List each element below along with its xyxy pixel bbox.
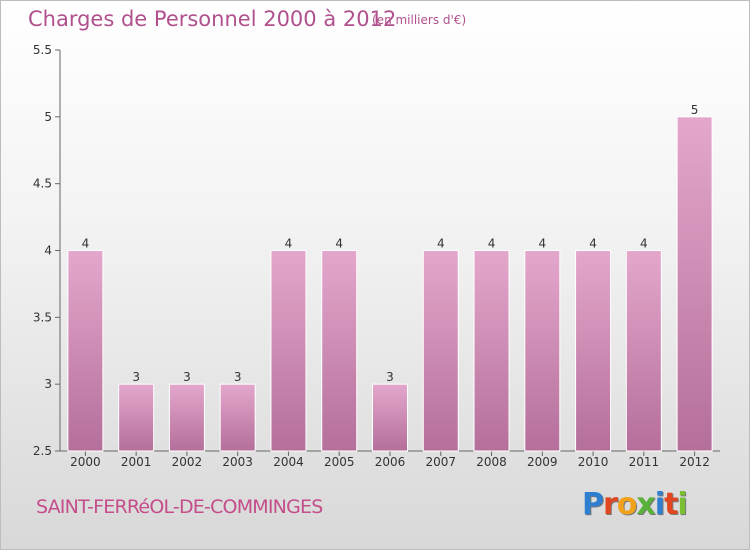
bar-2007 [422, 250, 459, 452]
x-tick-label-2009: 2009 [527, 455, 558, 469]
chart-bars: 4 3 3 3 4 4 3 4 4 4 4 4 5 [67, 103, 713, 452]
bar-2000 [67, 250, 104, 452]
data-label-2001: 3 [132, 370, 140, 384]
x-tick-label-2000: 2000 [70, 455, 101, 469]
chart-subtitle: (en milliers d'€) [372, 13, 467, 27]
logo-letter: i [654, 487, 665, 522]
logo-letter: x [636, 487, 655, 522]
data-label-2011: 4 [640, 237, 648, 251]
y-tick-label: 2.5 [33, 444, 52, 458]
y-tick-label: 4.5 [33, 177, 52, 191]
data-label-2010: 4 [589, 237, 597, 251]
proxiti-logo: Proxiti [582, 487, 688, 522]
x-tick-label-2003: 2003 [222, 455, 253, 469]
y-tick-label: 3 [44, 377, 52, 391]
logo-letter: P [582, 487, 604, 522]
bar-2002 [168, 383, 205, 452]
data-label-2000: 4 [82, 237, 90, 251]
bar-2010 [575, 250, 612, 452]
x-tick-label-2004: 2004 [273, 455, 304, 469]
x-tick-label-2006: 2006 [375, 455, 406, 469]
data-label-2002: 3 [183, 370, 191, 384]
y-tick-label: 3.5 [33, 310, 52, 324]
data-label-2012: 5 [691, 103, 699, 117]
bar-2008 [473, 250, 510, 452]
y-tick-label: 5 [44, 110, 52, 124]
bar-2009 [524, 250, 561, 452]
data-label-2003: 3 [234, 370, 242, 384]
bar-2012 [676, 116, 713, 452]
data-label-2006: 3 [386, 370, 394, 384]
x-tick-label-2005: 2005 [324, 455, 355, 469]
data-label-2007: 4 [437, 237, 445, 251]
bar-2011 [625, 250, 662, 452]
chart-title: Charges de Personnel 2000 à 2012 [28, 7, 397, 31]
bar-2001 [118, 383, 155, 452]
logo-letter: i [677, 487, 687, 522]
x-tick-label-2001: 2001 [121, 455, 152, 469]
data-label-2009: 4 [538, 237, 546, 251]
bar-2006 [372, 383, 408, 452]
logo-letter: o [616, 487, 638, 522]
bar-2004 [270, 250, 307, 452]
commune-name: SAINT-FERRéOL-DE-COMMINGES [36, 496, 323, 518]
x-tick-label-2002: 2002 [172, 455, 203, 469]
logo-letter: t [664, 487, 678, 522]
data-label-2008: 4 [488, 237, 496, 251]
y-tick-label: 4 [44, 244, 52, 258]
x-tick-label-2007: 2007 [425, 455, 456, 469]
logo-letter: r [603, 487, 618, 522]
y-tick-label: 5.5 [33, 43, 52, 57]
x-tick-label-2012: 2012 [679, 455, 710, 469]
bar-2003 [219, 383, 256, 452]
data-label-2004: 4 [285, 237, 293, 251]
bar-2005 [321, 250, 358, 452]
x-tick-label-2008: 2008 [476, 455, 507, 469]
x-tick-label-2011: 2011 [629, 455, 660, 469]
data-label-2005: 4 [335, 237, 343, 251]
x-tick-label-2010: 2010 [578, 455, 609, 469]
